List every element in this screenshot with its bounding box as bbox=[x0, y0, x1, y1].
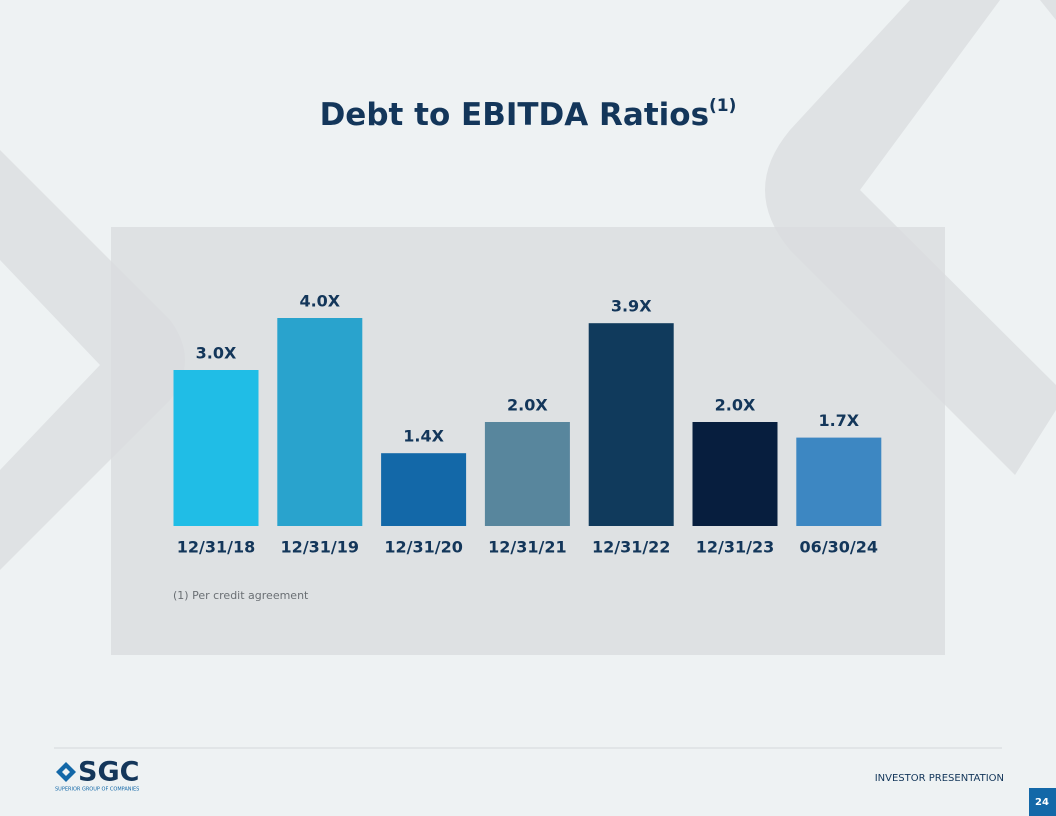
title-note: (1) bbox=[709, 96, 736, 116]
x-tick-label: 12/31/18 bbox=[177, 538, 255, 557]
value-label: 2.0X bbox=[715, 396, 756, 415]
value-label: 2.0X bbox=[507, 396, 548, 415]
bar bbox=[173, 370, 259, 526]
bar bbox=[692, 422, 778, 526]
x-tick-label: 12/31/19 bbox=[281, 538, 359, 557]
value-label: 1.7X bbox=[818, 411, 859, 430]
decor-corner bbox=[1040, 0, 1056, 20]
title-text: Debt to EBITDA Ratios bbox=[320, 97, 709, 133]
bar bbox=[588, 323, 674, 526]
page-badge bbox=[1029, 788, 1056, 816]
chart-title: Debt to EBITDA Ratios(1) bbox=[320, 96, 737, 133]
bar bbox=[277, 318, 363, 526]
bar bbox=[381, 453, 467, 526]
x-tick-label: 12/31/23 bbox=[696, 538, 774, 557]
x-tick-label: 12/31/21 bbox=[488, 538, 566, 557]
bar bbox=[484, 422, 570, 526]
value-label: 1.4X bbox=[403, 427, 444, 446]
footnote: (1) Per credit agreement bbox=[173, 589, 309, 602]
value-label: 3.0X bbox=[196, 344, 237, 363]
decor-chevron-right bbox=[765, 0, 1056, 475]
logo-text: SGC bbox=[78, 757, 139, 788]
logo-subtitle: SUPERIOR GROUP OF COMPANIES bbox=[55, 787, 139, 793]
footer-label: INVESTOR PRESENTATION bbox=[875, 773, 1004, 784]
x-tick-label: 06/30/24 bbox=[800, 538, 878, 557]
logo-mark bbox=[56, 762, 76, 782]
value-label: 3.9X bbox=[611, 297, 652, 316]
x-tick-label: 12/31/22 bbox=[592, 538, 670, 557]
value-label: 4.0X bbox=[299, 292, 340, 311]
page-number: 24 bbox=[1035, 797, 1049, 808]
decor-chevron-left bbox=[0, 150, 185, 570]
bar bbox=[796, 437, 882, 526]
x-tick-label: 12/31/20 bbox=[384, 538, 462, 557]
